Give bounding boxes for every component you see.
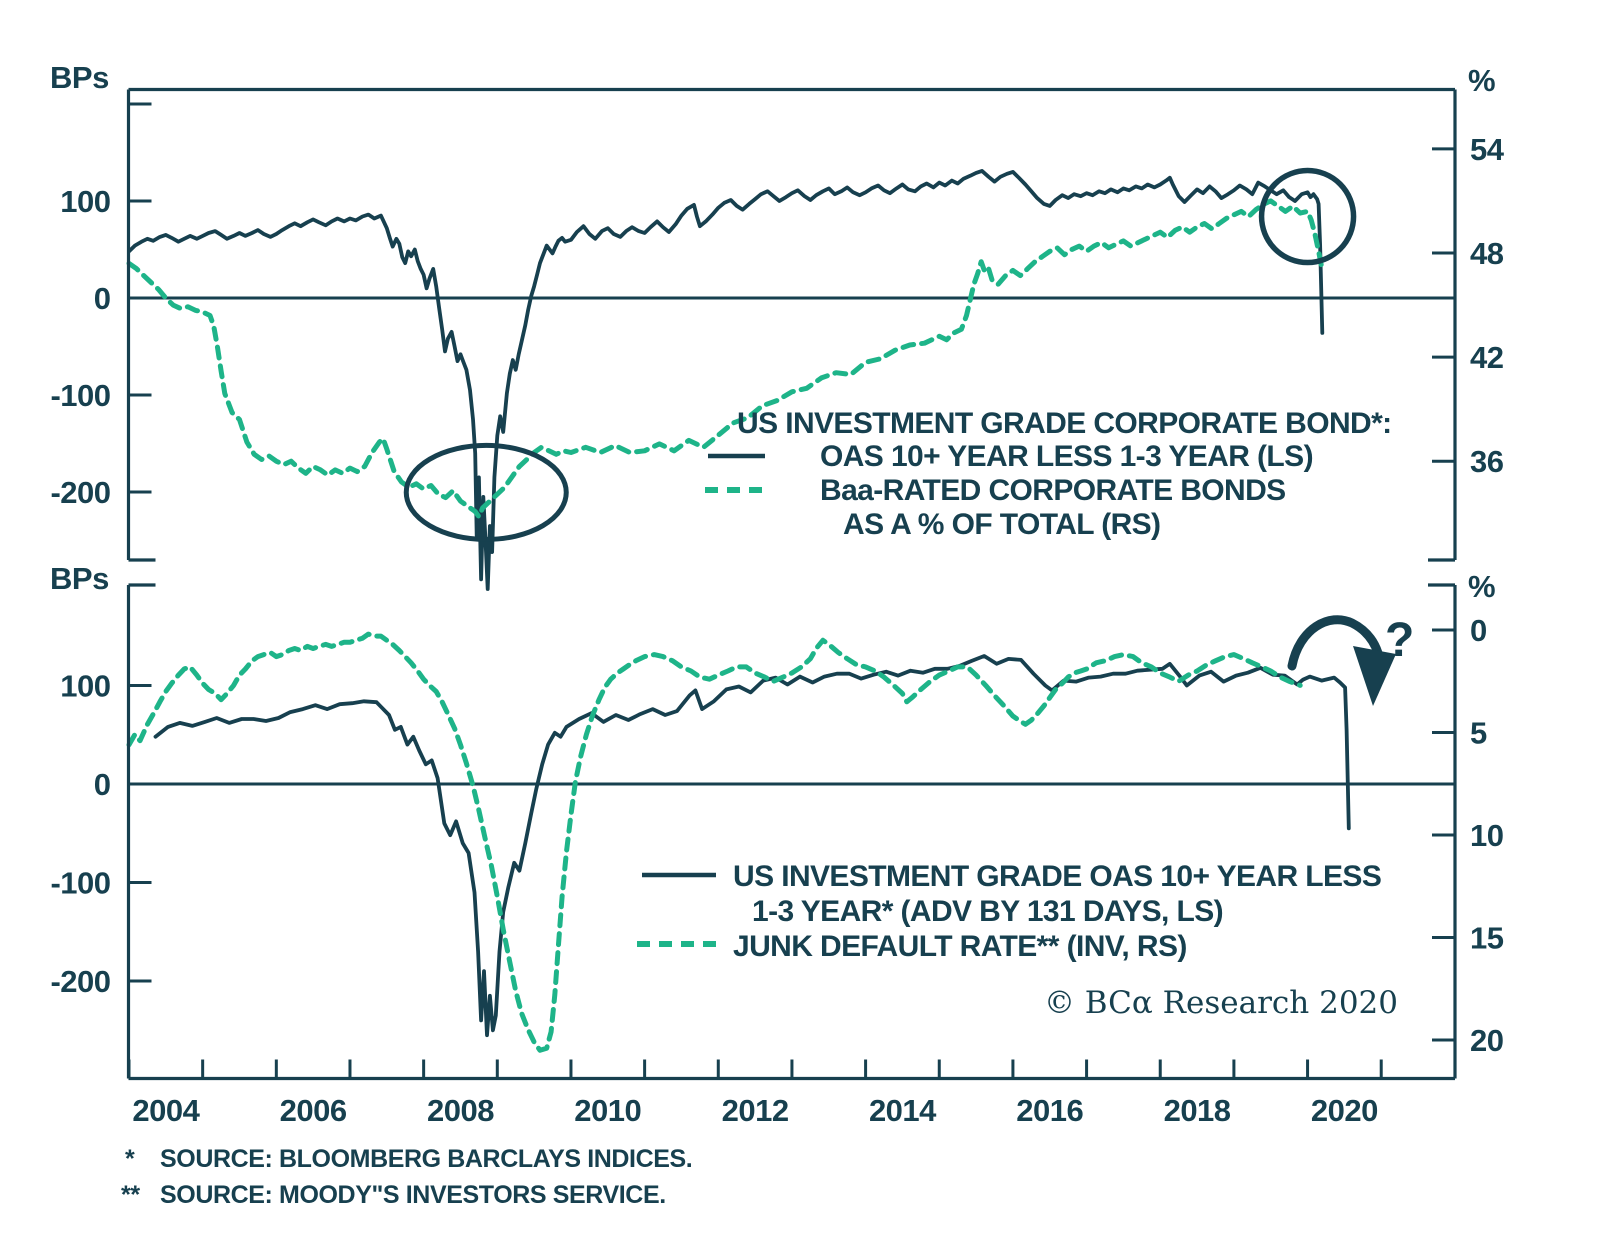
legend-top-title: US INVESTMENT GRADE CORPORATE BOND*: xyxy=(737,407,1392,440)
x-year-label: 2016 xyxy=(1016,1093,1083,1128)
x-year-label: 2018 xyxy=(1164,1093,1231,1128)
down-arrow-arc xyxy=(1287,615,1383,671)
series-top-dashed-line xyxy=(126,198,1325,520)
legend-bottom-item1-label-line2: 1-3 YEAR* (ADV BY 131 DAYS, LS) xyxy=(752,895,1223,928)
legend-top: US INVESTMENT GRADE CORPORATE BOND*: OAS… xyxy=(705,407,1392,541)
right-tick-label: 54 xyxy=(1470,132,1505,167)
footnote-1-text: SOURCE: BLOOMBERG BARCLAYS INDICES. xyxy=(160,1145,692,1173)
series-bottom-solid-line xyxy=(153,654,1351,1038)
right-tick-label: 0 xyxy=(1470,613,1487,648)
legend-top-item2-label-line2: AS A % OF TOTAL (RS) xyxy=(843,508,1160,541)
x-year-label: 2012 xyxy=(722,1093,789,1128)
footnote-2-marker: ** xyxy=(121,1181,140,1209)
left-tick-label: 100 xyxy=(60,184,110,219)
left-tick-label: -100 xyxy=(50,866,110,901)
series-layer xyxy=(126,169,1351,1053)
legend-bottom-item1-label-line1: US INVESTMENT GRADE OAS 10+ YEAR LESS xyxy=(733,860,1381,893)
axes-layer xyxy=(126,87,1457,1081)
copyright-note: © BCα Research 2020 xyxy=(1044,985,1398,1021)
tick-labels-layer: 100 0 -100 -200 54 48 42 36 100 0 -100 -200 0 5 10 15 20… xyxy=(50,132,1505,1128)
footnote-2-text: SOURCE: MOODY"S INVESTORS SERVICE. xyxy=(160,1181,666,1209)
legend-top-item2-label-line1: Baa-RATED CORPORATE BONDS xyxy=(820,474,1286,507)
right-tick-label: 20 xyxy=(1470,1023,1503,1058)
right-tick-label: 42 xyxy=(1470,340,1503,375)
footnotes: * SOURCE: BLOOMBERG BARCLAYS INDICES. **… xyxy=(121,1145,693,1209)
bottom-right-axis-unit: % xyxy=(1468,569,1495,604)
x-year-label: 2010 xyxy=(574,1093,641,1128)
x-year-label: 2006 xyxy=(280,1093,347,1128)
x-year-label: 2008 xyxy=(427,1093,494,1128)
question-mark-annotation: ? xyxy=(1385,614,1414,667)
ellipse-annotation-2008-trough xyxy=(403,442,569,542)
left-tick-label: 0 xyxy=(94,281,111,316)
legend-bottom: US INVESTMENT GRADE OAS 10+ YEAR LESS 1-… xyxy=(637,860,1382,963)
right-tick-label: 15 xyxy=(1470,921,1504,956)
right-tick-label: 10 xyxy=(1470,818,1503,853)
legend-top-item1-label: OAS 10+ YEAR LESS 1-3 YEAR (LS) xyxy=(820,440,1313,473)
left-tick-label: 0 xyxy=(94,767,111,802)
top-left-axis-unit: BPs xyxy=(50,60,109,95)
right-tick-label: 36 xyxy=(1470,444,1504,479)
bottom-left-axis-unit: BPs xyxy=(50,561,109,596)
zero-lines-layer xyxy=(128,296,1455,786)
series-top-solid-line xyxy=(127,169,1325,591)
right-tick-label: 5 xyxy=(1470,716,1487,751)
top-right-axis-unit: % xyxy=(1468,63,1495,98)
left-tick-label: -100 xyxy=(50,378,110,413)
annotations-layer: ? xyxy=(403,167,1414,706)
legend-bottom-item2-label: JUNK DEFAULT RATE** (INV, RS) xyxy=(733,930,1187,963)
left-tick-label: -200 xyxy=(50,964,110,999)
footnote-1-marker: * xyxy=(125,1145,135,1173)
x-year-label: 2014 xyxy=(869,1093,937,1128)
left-tick-label: -200 xyxy=(50,475,110,510)
circle-annotation-2020-crash xyxy=(1258,167,1357,266)
x-year-label: 2020 xyxy=(1311,1093,1378,1128)
series-bottom-dashed-line xyxy=(126,631,1303,1053)
x-year-label: 2004 xyxy=(132,1093,200,1128)
down-arrow-head-icon xyxy=(1353,646,1396,706)
right-tick-label: 48 xyxy=(1470,236,1504,271)
left-tick-label: 100 xyxy=(60,669,110,704)
